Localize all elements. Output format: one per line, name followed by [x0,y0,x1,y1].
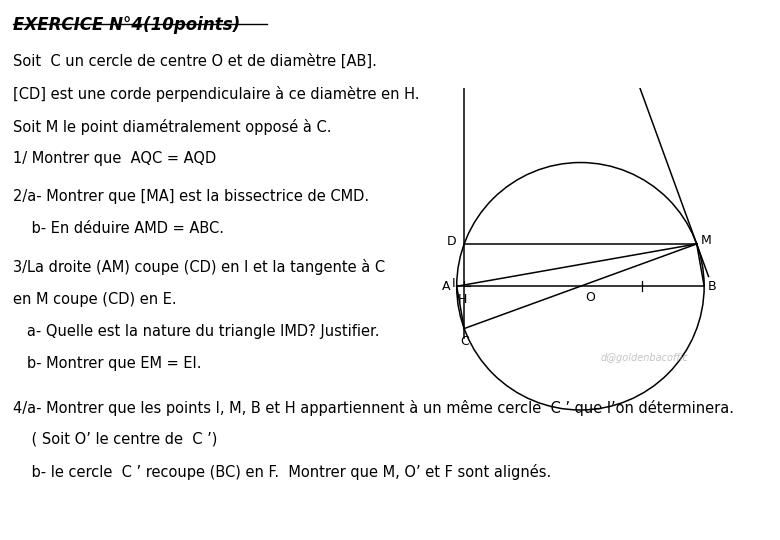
Text: B: B [708,280,717,293]
Text: b- Montrer que EM = EI.: b- Montrer que EM = EI. [13,356,202,372]
Text: Soit M le point diamétralement opposé à C.: Soit M le point diamétralement opposé à … [13,119,331,135]
Text: en M coupe (CD) en E.: en M coupe (CD) en E. [13,292,177,307]
Text: H: H [458,293,467,306]
Text: 3/La droite (AM) coupe (CD) en I et la tangente à C: 3/La droite (AM) coupe (CD) en I et la t… [13,259,385,275]
Text: I: I [452,278,456,291]
Text: EXERCICE N°4(10points): EXERCICE N°4(10points) [13,16,240,34]
Text: 4/a- Montrer que les points I, M, B et H appartiennent à un même cercle  C ’ que: 4/a- Montrer que les points I, M, B et H… [13,400,734,416]
Text: a- Quelle est la nature du triangle IMD? Justifier.: a- Quelle est la nature du triangle IMD?… [13,324,380,339]
Text: [CD] est une corde perpendiculaire à ce diamètre en H.: [CD] est une corde perpendiculaire à ce … [13,86,420,103]
Text: A: A [442,280,451,293]
Text: C: C [459,335,469,348]
Text: 2/a- Montrer que [MA] est la bissectrice de CMD.: 2/a- Montrer que [MA] est la bissectrice… [13,189,370,204]
Text: b- le cercle  C ’ recoupe (BC) en F.  Montrer que M, O’ et F sont alignés.: b- le cercle C ’ recoupe (BC) en F. Mont… [13,464,551,481]
Text: Soit  C un cercle de centre O et de diamètre [AB].: Soit C un cercle de centre O et de diamè… [13,54,378,69]
Text: O: O [585,291,595,304]
Text: 1/ Montrer que  AQC = AQD: 1/ Montrer que AQC = AQD [13,151,217,166]
Text: M: M [700,234,711,247]
Text: D: D [447,235,456,248]
Text: ( Soit O’ le centre de  C ’): ( Soit O’ le centre de C ’) [13,432,218,447]
Text: d@goldenbacoffic: d@goldenbacoffic [601,353,689,363]
Text: b- En déduire AMD = ABC.: b- En déduire AMD = ABC. [13,221,225,237]
